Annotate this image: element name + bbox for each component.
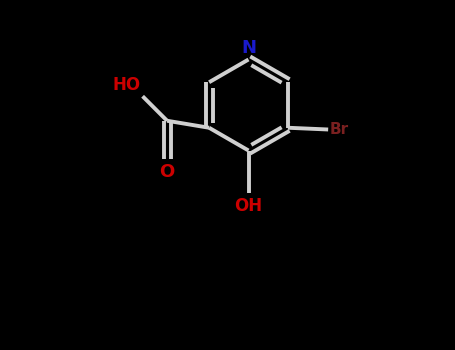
Text: Br: Br <box>330 122 349 137</box>
Text: N: N <box>241 39 256 57</box>
Text: OH: OH <box>234 197 263 215</box>
Text: HO: HO <box>113 77 141 95</box>
Text: O: O <box>159 163 175 181</box>
